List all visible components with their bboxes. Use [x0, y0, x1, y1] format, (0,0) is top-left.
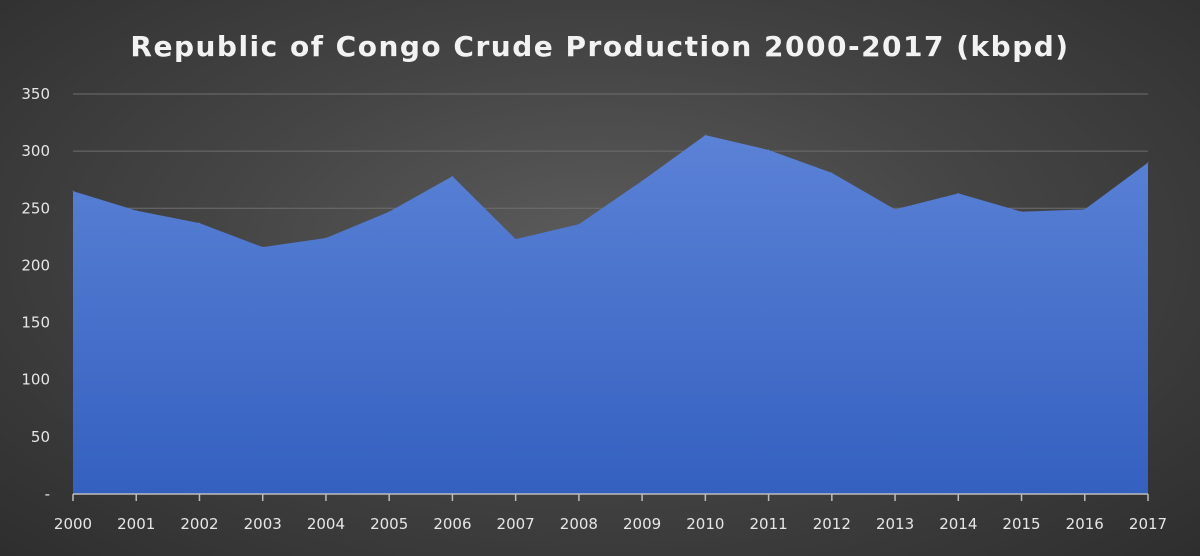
- x-tick-label: 2008: [560, 515, 598, 533]
- x-tick-label: 2003: [244, 515, 282, 533]
- data-point-2015: [1021, 211, 1023, 213]
- y-tick-label: 350: [21, 85, 50, 103]
- y-tick-label: 100: [21, 371, 50, 389]
- data-point-2001: [135, 210, 137, 212]
- y-tick-label: 50: [31, 428, 50, 446]
- y-tick-label: -: [45, 485, 50, 503]
- x-tick-label: 2015: [1002, 515, 1040, 533]
- y-tick-label: 150: [21, 314, 50, 332]
- x-tick-label: 2009: [623, 515, 661, 533]
- data-point-2014: [957, 192, 959, 194]
- x-tick-label: 2005: [370, 515, 408, 533]
- data-point-2000: [72, 190, 74, 192]
- x-tick-label: 2012: [813, 515, 851, 533]
- data-point-2008: [578, 223, 580, 225]
- x-tick-label: 2000: [54, 515, 92, 533]
- data-point-2004: [325, 237, 327, 239]
- data-point-2012: [831, 172, 833, 174]
- x-tick-label: 2011: [749, 515, 787, 533]
- area-fill: [73, 135, 1148, 494]
- data-point-2009: [641, 180, 643, 182]
- x-axis-tick-labels: 2000 2001 2002 2003 2004 2005 2006 2007 2008 2009…: [54, 515, 1167, 533]
- y-tick-label: 200: [21, 256, 50, 274]
- x-tick-label: 2017: [1129, 515, 1167, 533]
- x-tick-label: 2016: [1066, 515, 1104, 533]
- x-tick-label: 2007: [497, 515, 535, 533]
- data-point-2003: [262, 246, 264, 248]
- data-point-2017: [1147, 162, 1149, 164]
- data-point-2006: [451, 175, 453, 177]
- data-point-2005: [388, 211, 390, 213]
- x-tick-label: 2006: [433, 515, 471, 533]
- data-point-2007: [515, 238, 517, 240]
- data-point-2016: [1084, 208, 1086, 210]
- data-point-2002: [198, 222, 200, 224]
- data-point-2013: [894, 208, 896, 210]
- x-tick-label: 2001: [117, 515, 155, 533]
- x-axis: [72, 493, 1149, 501]
- x-tick-label: 2014: [939, 515, 977, 533]
- x-tick-label: 2004: [307, 515, 345, 533]
- y-tick-label: 250: [21, 199, 50, 217]
- data-point-2010: [704, 134, 706, 136]
- y-tick-label: 300: [21, 142, 50, 160]
- y-axis-tick-labels: - 50 100 150 200 250 300 350: [21, 85, 50, 503]
- x-tick-label: 2002: [180, 515, 218, 533]
- area-series: [72, 134, 1149, 494]
- x-tick-label: 2013: [876, 515, 914, 533]
- chart-title: Republic of Congo Crude Production 2000-…: [130, 30, 1069, 63]
- data-point-2011: [768, 149, 770, 151]
- x-tick-label: 2010: [686, 515, 724, 533]
